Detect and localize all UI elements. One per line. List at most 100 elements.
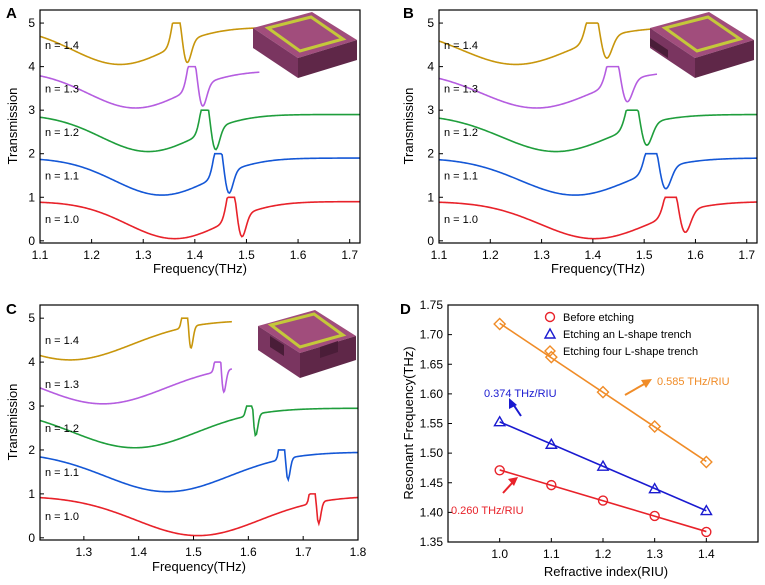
panel-a-ticks: 1.1 1.2 1.3 1.4 1.5 1.6 1.7 0 1 2 3 4 5 — [28, 16, 358, 262]
panel-c-device-inset — [258, 310, 356, 378]
y-tick-label: 1 — [427, 190, 434, 204]
x-tick-label: 1.6 — [687, 248, 704, 262]
data-point-diamond — [596, 385, 610, 399]
panel-d-ylabel: Resonant Frequency(THz) — [401, 346, 416, 499]
y-tick-label: 1.40 — [420, 505, 444, 519]
x-tick-label: 1.1 — [431, 248, 448, 262]
x-tick-label: 1.4 — [698, 547, 715, 561]
panel-c-ylabel: Transmission — [5, 384, 20, 461]
device-ring — [267, 312, 347, 349]
y-tick-label: 5 — [427, 16, 434, 30]
x-tick-label: 1.2 — [482, 248, 499, 262]
panel-label-b: B — [403, 5, 414, 22]
y-tick-label: 1.70 — [420, 328, 444, 342]
panel-d-ticks: 1.0 1.1 1.2 1.3 1.4 1.35 1.40 1.45 1.50 1.55 1.60 1… — [420, 298, 715, 561]
data-point-triangle — [699, 504, 713, 516]
legend-label-l-shape: Etching an L-shape trench — [563, 329, 691, 341]
x-tick-label: 1.8 — [350, 545, 367, 559]
data-point-diamond — [493, 317, 507, 331]
data-point-triangle — [596, 459, 610, 471]
y-tick-label: 4 — [427, 60, 434, 74]
x-tick-label: 1.3 — [533, 248, 550, 262]
series-label: n = 1.4 — [45, 40, 79, 52]
device-top-face — [650, 12, 754, 58]
annotation-arrow-red — [502, 481, 514, 494]
data-point-triangle — [544, 437, 558, 449]
panel-b-ticks: 1.1 1.2 1.3 1.4 1.5 1.6 1.7 0 1 2 3 4 5 — [427, 16, 755, 262]
fit-line-1 — [499, 421, 707, 512]
annotation-slope-orange: 0.585 THz/RIU — [657, 376, 730, 388]
panel-label-c: C — [6, 301, 17, 318]
series-label: n = 1.3 — [45, 83, 79, 95]
x-tick-label: 1.1 — [32, 248, 49, 262]
panel-d: D Resonant Frequency(THz) Refractive ind… — [400, 298, 759, 579]
y-tick-label: 4 — [28, 355, 35, 369]
curve-14 — [40, 22, 260, 66]
device-ring — [264, 15, 347, 53]
x-tick-label: 1.2 — [595, 547, 612, 561]
annotation-arrowhead-blue — [509, 398, 517, 409]
y-tick-label: 3 — [28, 399, 35, 413]
series-label: n = 1.0 — [45, 214, 79, 226]
data-point-diamond — [648, 419, 662, 433]
panel-a-ylabel: Transmission — [5, 88, 20, 165]
curve-13 — [439, 65, 658, 109]
y-tick-label: 0 — [28, 531, 35, 545]
y-tick-label: 3 — [28, 103, 35, 117]
y-tick-label: 1.45 — [420, 476, 444, 490]
device-trench — [650, 38, 668, 58]
series-label: n = 1.0 — [444, 214, 478, 226]
panel-c: C Transmission Frequency(THz) n = 1.4n =… — [5, 301, 367, 574]
legend-marker-l-shape — [543, 327, 557, 339]
device-trench-left — [270, 336, 284, 356]
data-point-circle — [546, 479, 557, 491]
x-tick-label: 1.2 — [83, 248, 100, 262]
panel-b: B Transmission Frequency(THz) n = 1.4n =… — [401, 5, 758, 276]
device-right-face — [300, 336, 356, 378]
panel-d-xlabel: Refractive index(RIU) — [544, 564, 668, 579]
y-tick-label: 2 — [28, 443, 35, 457]
data-point-circle — [701, 526, 712, 538]
curve-14 — [40, 317, 232, 361]
x-tick-label: 1.7 — [295, 545, 312, 559]
y-tick-label: 1.35 — [420, 535, 444, 549]
y-tick-label: 1.50 — [420, 446, 444, 460]
curve-11 — [439, 152, 757, 196]
data-point-triangle — [648, 482, 662, 494]
y-tick-label: 2 — [427, 147, 434, 161]
curve-10 — [40, 196, 360, 240]
x-tick-label: 1.6 — [240, 545, 257, 559]
x-tick-label: 1.1 — [543, 547, 560, 561]
panel-c-curves — [40, 317, 358, 537]
y-tick-label: 1 — [28, 487, 35, 501]
panel-a-xlabel: Frequency(THz) — [153, 261, 247, 276]
panel-a-series-labels: n = 1.4 n = 1.3 n = 1.2 n = 1.1 n = 1.0 — [45, 40, 79, 226]
annotation-arrowhead-red — [508, 477, 518, 486]
y-tick-label: 1 — [28, 190, 35, 204]
panel-label-a: A — [6, 5, 17, 22]
y-tick-label: 5 — [28, 16, 35, 30]
curve-10 — [40, 493, 358, 537]
series-label: n = 1.2 — [444, 127, 478, 139]
x-tick-label: 1.5 — [185, 545, 202, 559]
y-tick-label: 5 — [28, 311, 35, 325]
data-point-circle — [597, 495, 609, 506]
curve-10 — [439, 196, 757, 240]
series-label: n = 1.3 — [45, 379, 79, 391]
series-label: n = 1.4 — [444, 40, 478, 52]
curve-14 — [439, 22, 658, 66]
x-tick-label: 1.0 — [491, 547, 508, 561]
series-label: n = 1.1 — [45, 170, 79, 182]
device-trench-right — [320, 341, 338, 358]
panel-b-ylabel: Transmission — [401, 88, 416, 165]
annotation-slope-red: 0.260 THz/RIU — [451, 505, 524, 517]
curve-13 — [40, 361, 233, 405]
y-tick-label: 1.55 — [420, 417, 444, 431]
panel-a-device-inset — [253, 12, 357, 78]
panel-b-curves — [439, 22, 757, 240]
panel-a-curves — [40, 22, 360, 240]
panel-c-xlabel: Frequency(THz) — [152, 559, 246, 574]
data-point-circle — [494, 465, 505, 476]
curve-12 — [439, 109, 757, 153]
